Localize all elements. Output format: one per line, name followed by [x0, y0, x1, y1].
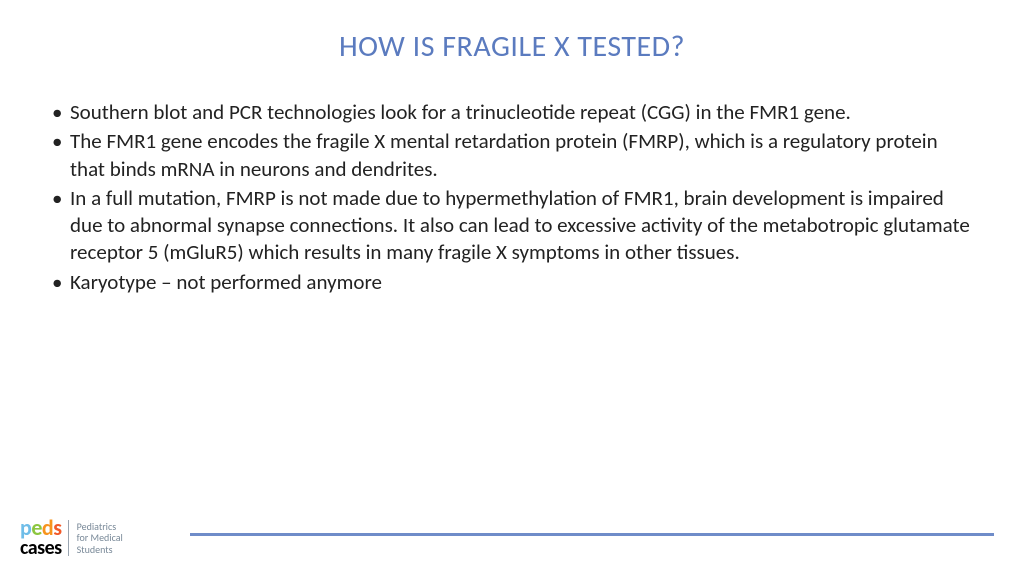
- footer-rule: [190, 533, 994, 536]
- bullet-item: The FMR1 gene encodes the fragile X ment…: [48, 128, 976, 183]
- bullet-list: Southern blot and PCR technologies look …: [48, 99, 976, 296]
- pedscases-logo: peds cases Pediatrics for Medical Studen…: [20, 518, 123, 558]
- slide: HOW IS FRAGILE X TESTED? Southern blot a…: [0, 0, 1024, 576]
- slide-title: HOW IS FRAGILE X TESTED?: [48, 28, 976, 65]
- logo-subtitle-line: Students: [77, 544, 123, 556]
- bullet-item: Karyotype – not performed anymore: [48, 269, 976, 296]
- logo-subtitle: Pediatrics for Medical Students: [77, 521, 123, 556]
- logo-line2: cases: [20, 539, 62, 558]
- slide-body: Southern blot and PCR technologies look …: [48, 99, 976, 296]
- logo-divider: [68, 520, 69, 556]
- logo-wordmark: peds cases: [20, 518, 62, 558]
- bullet-item: In a full mutation, FMRP is not made due…: [48, 185, 976, 267]
- slide-footer: peds cases Pediatrics for Medical Studen…: [0, 508, 1024, 558]
- bullet-item: Southern blot and PCR technologies look …: [48, 99, 976, 126]
